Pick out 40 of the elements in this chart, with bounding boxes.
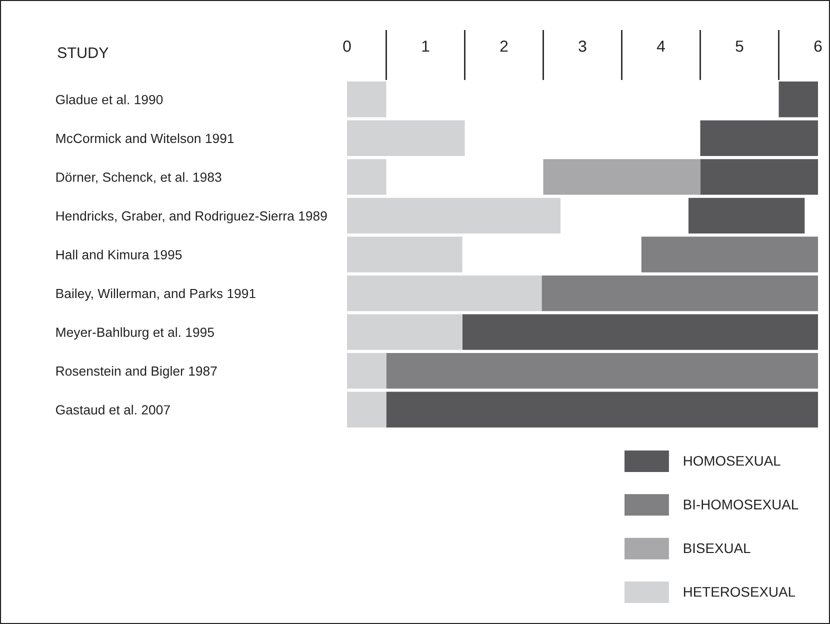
- bar: [700, 159, 818, 195]
- legend-label: BI-HOMOSEXUAL: [684, 500, 798, 510]
- bar: [386, 392, 818, 428]
- bar: [778, 82, 818, 118]
- x-tick-label: 2: [500, 40, 508, 52]
- x-tick-label: 4: [656, 40, 665, 52]
- y-tick-label: Bailey, Willerman, and Parks 1991: [56, 288, 256, 301]
- y-axis-title: STUDY: [58, 47, 108, 58]
- x-tick-label: 1: [422, 40, 430, 52]
- bar: [347, 275, 542, 312]
- bar: [462, 314, 818, 350]
- bar: [386, 352, 818, 389]
- y-tick-label: Gastaud et al. 2007: [56, 404, 170, 415]
- y-tick-label: Dörner, Schenck, et al. 1983: [56, 172, 222, 184]
- bar: [543, 159, 700, 195]
- bar: [641, 236, 818, 272]
- x-tick-label: 6: [814, 40, 822, 52]
- bar: [347, 120, 465, 156]
- y-tick-label: Gladue et al. 1990: [56, 94, 163, 104]
- legend-label: HOMOSEXUAL: [684, 456, 780, 466]
- bar: [347, 198, 561, 234]
- bar: [347, 352, 386, 389]
- bar: [688, 198, 805, 234]
- bar: [347, 392, 386, 428]
- bar: [700, 120, 818, 156]
- y-tick-label: Meyer-Bahlburg et al. 1995: [56, 327, 214, 340]
- x-tick-label: 0: [343, 40, 351, 52]
- y-tick-label: Rosenstein and Bigler 1987: [56, 366, 217, 378]
- y-tick-label: McCormick and Witelson 1991: [56, 133, 234, 144]
- bar: [347, 314, 462, 350]
- bar: [347, 82, 386, 118]
- bar: [347, 236, 462, 272]
- y-tick-label: Hall and Kimura 1995: [56, 250, 182, 260]
- legend-label: HETEROSEXUAL: [684, 586, 796, 597]
- legend-label: BISEXUAL: [684, 543, 750, 554]
- y-tick-label: Hendricks, Graber, and Rodriguez-Sierra 1989: [56, 210, 327, 224]
- bar: [347, 159, 386, 195]
- x-tick-label: 3: [578, 40, 586, 52]
- x-tick-label: 5: [736, 40, 744, 52]
- bar: [542, 275, 818, 312]
